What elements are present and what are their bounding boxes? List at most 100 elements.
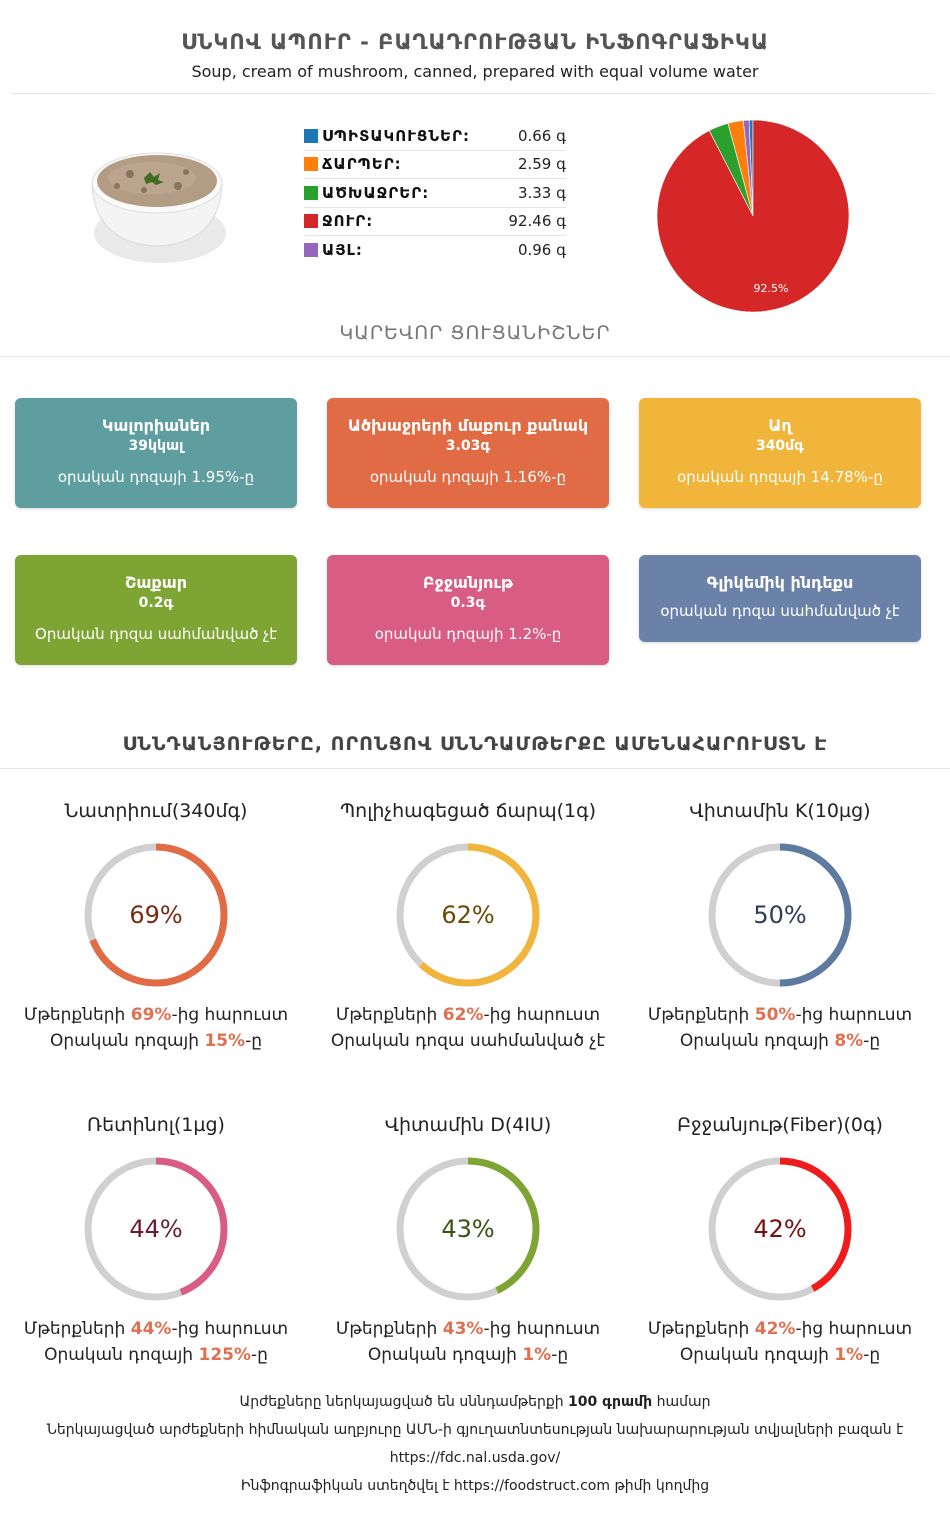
ring-progress <box>84 1157 228 1301</box>
ring-text: Օրական դոզայի <box>44 1345 199 1365</box>
ring-rank-text: Մթերքների 43%-ից հարուստ <box>312 1319 624 1339</box>
ring-text: Մթերքների <box>647 1005 755 1025</box>
macro-value: 0.66 գ <box>517 126 566 145</box>
soup-bowl-image <box>91 152 226 263</box>
ring-progress <box>708 1157 852 1301</box>
protein-swatch <box>304 128 318 143</box>
ring-text: -ը <box>245 1031 263 1051</box>
card-value: 340մգ <box>755 438 805 454</box>
ring-highlight: 8% <box>834 1031 864 1051</box>
ring-highlight: 125% <box>198 1345 252 1365</box>
ring-daily-text: Օրական դոզայի 15%-ը <box>0 1031 312 1051</box>
ring-text: -ը <box>251 1345 268 1365</box>
macro-list: ՍՊԻՏԱԿՈՒՑՆԵՐ: 0.66 գ ՃԱՐՊԵՐ: 2.59 գ ԱԾԽԱ… <box>304 122 566 265</box>
ring-daily-text: Օրական դոզա սահմանված չէ <box>312 1031 624 1051</box>
footer-bold: 100 գրամի <box>568 1394 653 1410</box>
ring-rank-text: Մթերքների 42%-ից հարուստ <box>624 1319 936 1339</box>
macro-value: 2.59 գ <box>517 155 566 174</box>
nutrient-ring-block: Վիտամին K(10µg) 50% Մթերքների 50%-ից հարու… <box>624 797 936 1051</box>
macro-name: ՍՊԻՏԱԿՈՒՑՆԵՐ: <box>322 126 470 145</box>
ring-text: Մթերքների <box>335 1005 443 1025</box>
card-sugar: Շաքար 0.2գ Օրական դոզա սահմանված չէ <box>15 555 297 665</box>
nutrient-ring-block: Վիտամին D(4IU) 43% Մթերքների 43%-ից հարուս… <box>312 1111 624 1365</box>
nutrient-ring-block: Բջջանյութ(Fiber)(0գ) 42% Մթերքների 42%-ից … <box>624 1111 936 1365</box>
card-note: օրական դոզայի 1.95%-ը <box>57 468 255 486</box>
macro-pie-chart: 92.5% <box>656 119 850 313</box>
ring-text: -ից հարուստ <box>795 1319 913 1339</box>
ring-text: -ը <box>863 1345 881 1365</box>
macro-name: ԱՅԼ: <box>322 241 363 260</box>
nutrient-ring-chart: 44% <box>84 1157 228 1301</box>
ring-rank-text: Մթերքների 50%-ից հարուստ <box>624 1005 936 1025</box>
ring-progress <box>708 843 852 987</box>
divider <box>12 93 934 94</box>
footer-credit: Ինֆոգրաֆիկան ստեղծվել է https://foodstru… <box>240 1478 710 1494</box>
water-swatch <box>304 214 318 229</box>
ring-text: -ը <box>551 1345 569 1365</box>
ring-text: Օրական դոզայի <box>679 1031 835 1051</box>
key-indicators-heading: ԿԱՐԵՎՈՐ ՑՈՒՑԱՆԻՇՆԵՐ <box>339 322 611 344</box>
footer-source: Ներկայացված արժեքների հիմնական աղբյուրը … <box>46 1422 904 1438</box>
ring-daily-text: Օրական դոզայի 1%-ը <box>312 1345 624 1365</box>
macro-row-carbs: ԱԾԽԱՋՐԵՐ: 3.33 գ <box>304 179 566 208</box>
nutrient-ring-chart: 42% <box>708 1157 852 1301</box>
card-note: օրական դոզայի 1.16%-ը <box>369 468 567 486</box>
page-subtitle: Soup, cream of mushroom, canned, prepare… <box>191 62 759 81</box>
macro-name: ՋՈՒՐ: <box>322 212 374 231</box>
footer-source-link[interactable]: https://fdc.nal.usda.gov/ <box>389 1450 561 1466</box>
card-value: 0.3գ <box>450 595 486 611</box>
nutrient-name: Վիտամին D(4IU) <box>384 1114 552 1136</box>
macro-name: ԱԾԽԱՋՐԵՐ: <box>322 183 430 202</box>
ring-rank-text: Մթերքների 69%-ից հարուստ <box>0 1005 312 1025</box>
pie-slice <box>656 119 850 313</box>
ring-progress <box>84 843 228 987</box>
nutrient-name: Նատրիում(340մգ) <box>64 800 248 822</box>
macro-row-water: ՋՈՒՐ: 92.46 գ <box>304 208 566 236</box>
card-title: Ածխաջրերի մաքուր քանակ <box>347 416 589 435</box>
macro-value: 0.96 գ <box>517 241 566 260</box>
nutrient-name: Բջջանյութ(Fiber)(0գ) <box>677 1114 883 1136</box>
ring-text: Մթերքների <box>23 1005 131 1025</box>
card-net-carbs: Ածխաջրերի մաքուր քանակ 3.03գ օրական դոզա… <box>327 398 609 508</box>
fat-swatch <box>304 157 318 172</box>
card-note: օրական դոզայի 1.2%-ը <box>374 625 562 643</box>
card-value: 39կկալ <box>128 438 184 454</box>
footer-text: համար <box>652 1394 711 1410</box>
macro-value: 92.46 գ <box>508 212 566 231</box>
ring-highlight: 1% <box>834 1345 864 1365</box>
ring-progress <box>396 1157 540 1301</box>
nutrient-ring-block: Նատրիում(340մգ) 69% Մթերքների 69%-ից հարու… <box>0 797 312 1051</box>
page-title: ՍՆԿՈՎ ԱՊՈՒՐ - ԲԱՂԱԴՐՈՒԹՅԱՆ ԻՆՖՈԳՐԱՖԻԿԱ <box>181 30 769 54</box>
ring-daily-text: Օրական դոզայի 8%-ը <box>624 1031 936 1051</box>
card-value: 3.03գ <box>445 438 491 454</box>
ring-daily-text: Օրական դոզայի 125%-ը <box>0 1345 312 1365</box>
divider <box>0 768 950 769</box>
ring-highlight: 50% <box>754 1005 796 1025</box>
ring-highlight: 62% <box>442 1005 484 1025</box>
nutrient-name: Վիտամին K(10µg) <box>689 800 871 822</box>
pie-slice-label: 92.5% <box>754 282 789 295</box>
ring-text: -ից հարուստ <box>171 1319 289 1339</box>
card-salt: Աղ 340մգ օրական դոզայի 14.78%-ը <box>639 398 921 508</box>
ring-highlight: 42% <box>754 1319 796 1339</box>
ring-highlight: 15% <box>204 1031 246 1051</box>
card-value: 0.2գ <box>138 595 174 611</box>
ring-text: Օրական դոզա սահմանված չէ <box>330 1031 606 1051</box>
ring-text: Մթերքների <box>647 1319 755 1339</box>
ring-highlight: 1% <box>522 1345 552 1365</box>
ring-daily-text: Օրական դոզայի 1%-ը <box>624 1345 936 1365</box>
card-calories: Կալորիաներ 39կկալ օրական դոզայի 1.95%-ը <box>15 398 297 508</box>
ring-rank-text: Մթերքների 44%-ից հարուստ <box>0 1319 312 1339</box>
card-title: Գլիկեմիկ ինդեքս <box>706 573 854 592</box>
ring-percent-label: 50% <box>753 901 806 929</box>
card-note: օրական դոզայի 14.78%-ը <box>677 468 883 486</box>
card-note: օրական դոզա սահմանված չէ <box>660 602 900 620</box>
ring-percent-label: 44% <box>129 1215 182 1243</box>
macro-row-protein: ՍՊԻՏԱԿՈՒՑՆԵՐ: 0.66 գ <box>304 122 566 151</box>
macro-row-other: ԱՅԼ: 0.96 գ <box>304 236 566 265</box>
ring-highlight: 44% <box>130 1319 172 1339</box>
nutrient-ring-block: Ռետինոլ(1µg) 44% Մթերքների 44%-ից հարուստ Օ… <box>0 1111 312 1365</box>
ring-text: Օրական դոզայի <box>679 1345 835 1365</box>
macro-name: ՃԱՐՊԵՐ: <box>322 155 402 174</box>
card-title: Շաքար <box>124 573 187 592</box>
